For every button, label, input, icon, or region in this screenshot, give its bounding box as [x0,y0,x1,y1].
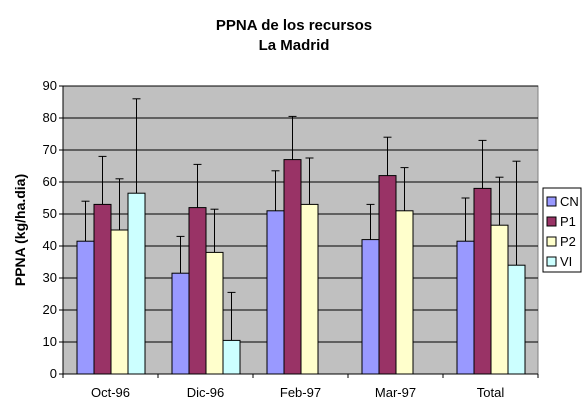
bar-P2-Oct-96 [110,229,129,375]
bar-CN-Mar-97 [361,239,380,375]
x-tick-label: Oct-96 [91,385,130,400]
legend-label-P1: P1 [560,214,576,229]
y-tick-label: 10 [43,334,57,349]
legend-swatch-VI [546,256,557,267]
x-axis-ticks: Oct-96 Dic-96 Feb-97 Mar-97 Total [62,374,539,400]
legend-label-VI: VI [560,254,572,269]
x-tick-label: Feb-97 [280,385,321,400]
legend-swatch-CN [546,196,557,207]
y-axis-label: PPNA (kg/ha.dia) [12,174,28,286]
bar-P2-Mar-97 [395,210,414,375]
x-tick-label: Mar-97 [375,385,416,400]
legend-label-P2: P2 [560,234,576,249]
bar-CN-Total [456,240,475,375]
y-tick-label: 0 [50,366,57,381]
y-tick-label: 60 [43,174,57,189]
bar-CN-Dic-96 [171,272,190,375]
legend: CN P1 P2 VI [542,187,582,273]
bar-P2-Total [490,224,509,375]
legend-label-CN: CN [560,194,579,209]
bar-CN-Feb-97 [266,210,285,375]
bar-VI-Oct-96 [127,192,146,375]
bar-CN-Oct-96 [76,240,95,375]
chart-title-line-2: La Madrid [259,37,330,54]
legend-swatch-P1 [546,216,557,227]
x-tick-label: Total [477,385,505,400]
bar-P1-Feb-97 [283,159,302,375]
y-tick-label: 20 [43,302,57,317]
y-tick-label: 90 [43,78,57,93]
bar-P1-Total [473,187,492,375]
bars-layer [76,159,526,375]
bar-P1-Mar-97 [378,175,397,375]
bar-P1-Dic-96 [188,207,207,375]
bar-P2-Dic-96 [205,251,224,375]
error-bars-layer [81,98,521,341]
y-tick-label: 70 [43,142,57,157]
x-tick-label: Dic-96 [187,385,225,400]
bar-P1-Oct-96 [93,203,112,375]
legend-swatch-P2 [546,236,557,247]
y-tick-label: 80 [43,110,57,125]
bar-VI-Dic-96 [222,339,241,375]
y-tick-label: 30 [43,270,57,285]
y-axis-ticks: 0 10 20 30 40 50 60 70 80 90 [43,78,63,381]
y-tick-label: 40 [43,238,57,253]
y-tick-label: 50 [43,206,57,221]
chart-title-line-1: PPNA de los recursos [216,17,372,34]
bar-VI-Total [507,264,526,375]
bar-P2-Feb-97 [300,203,319,375]
